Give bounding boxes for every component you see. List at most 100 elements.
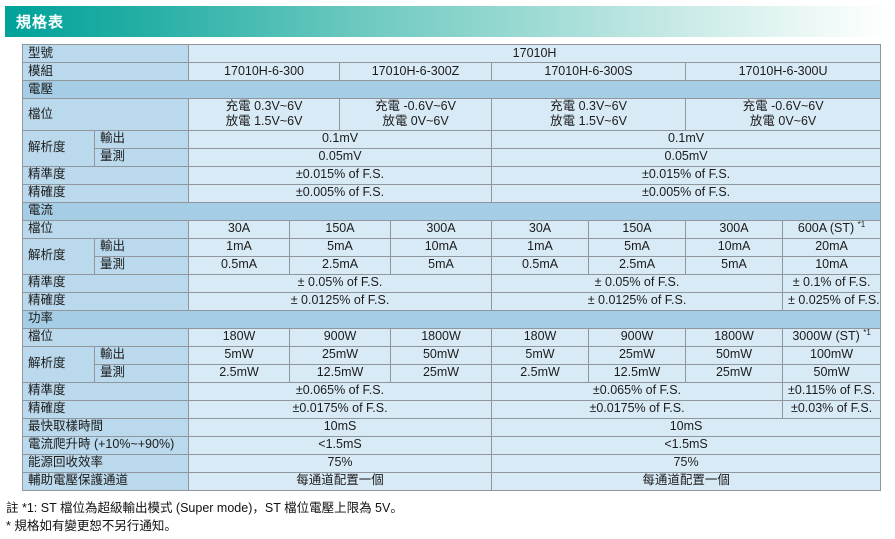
row-label: 量測 [93,147,190,167]
spec-value: 50mW [782,363,882,383]
spec-value: 5mA [289,237,392,257]
spec-value: 2.5mW [491,363,590,383]
spec-value: 300A [390,219,493,239]
spec-value: 50mW [390,345,493,365]
row-label: 解析度 [22,129,95,167]
spec-value: 充電 0.3V~6V 放電 1.5V~6V [188,98,341,131]
spec-value: ±0.065% of F.S. [491,381,784,401]
footnote-marker: *1 [863,328,871,338]
spec-value: 75% [188,453,493,473]
spec-value: 0.1mV [188,129,493,149]
spec-value: 300A [685,219,784,239]
spec-value: 充電 -0.6V~6V 放電 0V~6V [685,98,882,131]
spec-value: 17010H [188,44,882,63]
spec-value: 10mS [188,417,493,437]
row-label: 檔位 [21,98,190,131]
spec-value: 900W [289,327,392,347]
spec-value: 0.5mA [491,255,590,275]
spec-value: 0.5mA [188,255,291,275]
row-label: 精確度 [21,291,190,311]
spec-value: ±0.005% of F.S. [491,183,882,203]
row-label: 精確度 [21,399,190,419]
section-header: 電壓 [21,80,882,99]
row-label: 解析度 [22,237,95,275]
section-header: 功率 [21,309,882,329]
row-label: 精確度 [21,183,190,203]
spec-value: 100mW [782,345,882,365]
footnote-disclaimer: * 規格如有變更恕不另行通知。 [6,519,177,534]
spec-value: 0.05mV [491,147,882,167]
row-label: 精準度 [21,273,190,293]
section-header: 電流 [21,201,882,221]
spec-value: 5mW [491,345,590,365]
spec-value: 5mW [188,345,291,365]
spec-value: 17010H-6-300 [188,62,341,81]
row-label: 最快取樣時間 [21,417,190,437]
spec-value: 25mW [390,363,493,383]
spec-value: 17010H-6-300Z [339,62,493,81]
spec-value: 0.1mV [491,129,882,149]
spec-value: ± 0.05% of F.S. [491,273,784,293]
row-label: 能源回收效率 [21,453,190,473]
page-title-text: 規格表 [16,14,65,31]
spec-value: ±0.005% of F.S. [188,183,493,203]
footnote-marker: *1 [857,220,866,230]
spec-value: 2.5mW [188,363,291,383]
spec-value: 5mA [685,255,784,275]
spec-value: 75% [491,453,882,473]
row-label: 輸出 [93,129,190,149]
page-title: 規格表 [5,6,890,37]
spec-value: 50mW [685,345,784,365]
spec-value: 180W [188,327,291,347]
spec-value: 12.5mW [588,363,687,383]
spec-value: 30A [188,219,291,239]
spec-value: ± 0.025% of F.S. [782,291,882,311]
row-label: 輸出 [93,345,190,365]
spec-value: 150A [588,219,687,239]
spec-value: 0.05mV [188,147,493,167]
spec-value: ±0.0175% of F.S. [491,399,784,419]
spec-value: ±0.03% of F.S. [782,399,882,419]
row-label: 型號 [21,44,190,63]
row-label: 輸出 [93,237,190,257]
spec-value: 10mS [491,417,882,437]
spec-value: ±0.115% of F.S. [782,381,882,401]
spec-value: 3000W (ST) *1 [782,327,882,347]
spec-value: 150A [289,219,392,239]
spec-value: 充電 0.3V~6V 放電 1.5V~6V [491,98,687,131]
row-label: 量測 [93,363,190,383]
spec-table: 型號 17010H 模組 17010H-6-300 17010H-6-300Z 17010… [21,44,882,491]
spec-value: 30A [491,219,590,239]
spec-value: 17010H-6-300S [491,62,687,81]
row-label: 模組 [21,62,190,81]
spec-value: 20mA [782,237,882,257]
spec-value: 每通道配置一個 [491,471,882,491]
footnotes: 註 *1: ST 檔位為超級輸出模式 (Super mode)，ST 檔位電壓上… [6,499,895,537]
spec-value: ±0.015% of F.S. [491,165,882,185]
spec-value: 900W [588,327,687,347]
spec-value: ±0.065% of F.S. [188,381,493,401]
spec-value: 12.5mW [289,363,392,383]
spec-value: 17010H-6-300U [685,62,882,81]
spec-value: 600A (ST) *1 [782,219,882,239]
row-label: 精準度 [21,381,190,401]
row-label: 輔助電壓保護通道 [21,471,190,491]
spec-value: 5mA [588,237,687,257]
spec-value: ± 0.1% of F.S. [782,273,882,293]
spec-value: 25mW [588,345,687,365]
row-label: 檔位 [21,327,190,347]
spec-value: 充電 -0.6V~6V 放電 0V~6V [339,98,493,131]
row-label: 檔位 [21,219,190,239]
spec-value: 5mA [390,255,493,275]
spec-value: 1mA [188,237,291,257]
spec-value: 2.5mA [289,255,392,275]
row-label: 電流爬升時 (+10%~+90%) [21,435,190,455]
row-label: 量測 [93,255,190,275]
spec-value: 2.5mA [588,255,687,275]
spec-value: <1.5mS [491,435,882,455]
spec-value: 10mA [685,237,784,257]
spec-value: ±0.015% of F.S. [188,165,493,185]
spec-value: 25mW [685,363,784,383]
spec-value: 1mA [491,237,590,257]
